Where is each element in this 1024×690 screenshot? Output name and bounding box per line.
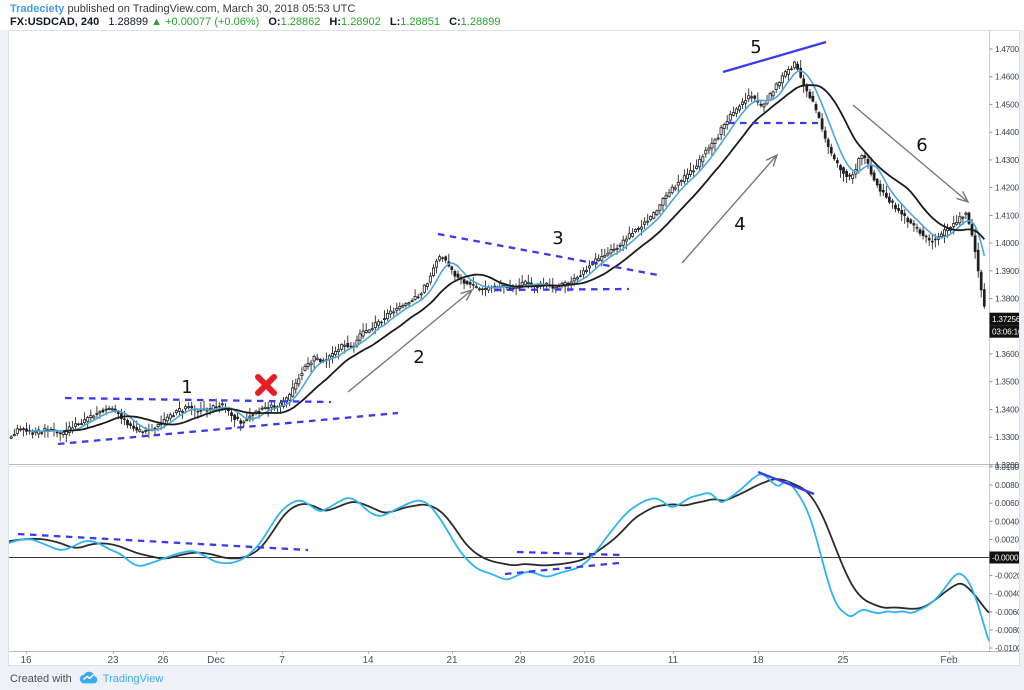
svg-text:1.43000: 1.43000 [995, 156, 1019, 165]
svg-text:11: 11 [668, 655, 679, 665]
svg-text:1.36000: 1.36000 [995, 350, 1019, 359]
svg-text:0.0020: 0.0020 [995, 535, 1019, 544]
panel-frame [9, 31, 1019, 652]
svg-text:16: 16 [20, 655, 32, 665]
svg-text:1.46000: 1.46000 [995, 73, 1019, 82]
svg-text:0.0080: 0.0080 [995, 481, 1019, 490]
svg-text:1.35000: 1.35000 [995, 378, 1019, 387]
price-change: +0.00077 (+0.06%) [165, 16, 260, 28]
svg-text:4: 4 [734, 214, 745, 235]
svg-text:1.37256: 1.37256 [992, 315, 1019, 324]
tradingview-link[interactable]: TradingView [102, 673, 164, 685]
last-price: 1.28899 [108, 16, 149, 28]
wave-number-labels: 1 2 3 4 5 6 [181, 37, 927, 398]
svg-text:-0.0080: -0.0080 [995, 626, 1019, 635]
open-value: 1.28862 [280, 16, 321, 28]
low-value: 1.28851 [400, 16, 440, 28]
byline: Tradeciety published on TradingView.com,… [10, 3, 355, 15]
ma-slow-line [63, 84, 985, 433]
svg-text:25: 25 [837, 655, 849, 665]
oscillator-slow-line [9, 478, 990, 614]
svg-text:23: 23 [107, 655, 119, 665]
svg-text:1.47000: 1.47000 [995, 45, 1019, 54]
last-price-badge: 1.37256 03:06:16 [989, 312, 1019, 338]
svg-text:1.44000: 1.44000 [995, 128, 1019, 137]
svg-text:1.41000: 1.41000 [995, 211, 1019, 220]
footer: Created with TradingView [10, 670, 163, 688]
solid-trendlines[interactable] [722, 40, 827, 496]
high-value: 1.28902 [341, 16, 381, 28]
svg-text:5: 5 [750, 37, 761, 58]
svg-text:1.38000: 1.38000 [995, 295, 1019, 304]
chart-card: 1.47000 1.46000 1.45000 1.44000 1.43000 1.420… [8, 30, 1020, 666]
price-axis[interactable]: 1.47000 1.46000 1.45000 1.44000 1.43000 1.420… [989, 45, 1020, 653]
svg-text:28: 28 [514, 655, 526, 665]
low-label: L: [389, 16, 401, 28]
price-chart-canvas[interactable]: 1.47000 1.46000 1.45000 1.44000 1.43000 1.420… [9, 31, 1019, 665]
close-value: 1.28899 [460, 16, 501, 28]
close-label: C: [449, 16, 461, 28]
svg-text:-0.0060: -0.0060 [995, 608, 1019, 617]
svg-text:0.0060: 0.0060 [995, 499, 1019, 508]
trend-arrows[interactable] [347, 104, 970, 393]
svg-text:14: 14 [362, 655, 374, 665]
svg-text:2016: 2016 [573, 655, 596, 665]
svg-text:1.45000: 1.45000 [995, 100, 1019, 109]
svg-text:6: 6 [916, 135, 927, 156]
svg-text:3: 3 [552, 228, 563, 249]
svg-text:-0.0000: -0.0000 [992, 554, 1019, 563]
svg-text:-0.0040: -0.0040 [995, 590, 1019, 599]
red-x-marker[interactable] [255, 374, 277, 396]
svg-text:-0.0020: -0.0020 [995, 572, 1019, 581]
svg-text:1.33000: 1.33000 [995, 433, 1019, 442]
svg-text:0.0100: 0.0100 [995, 463, 1019, 472]
time-axis[interactable]: 16 23 26 Dec 7 14 21 28 2016 11 18 25 Feb [20, 651, 958, 665]
svg-text:26: 26 [157, 655, 169, 665]
candles-layer [9, 60, 986, 443]
svg-text:1.34000: 1.34000 [995, 406, 1019, 415]
oscillator-zero-badge: -0.0000 [989, 551, 1019, 564]
svg-text:18: 18 [752, 655, 764, 665]
symbol-line: FX:USDCAD, 240 1.28899 ▲ +0.00077 (+0.06… [10, 16, 500, 28]
svg-text:7: 7 [279, 655, 285, 665]
author-link[interactable]: Tradeciety [10, 3, 65, 15]
svg-text:03:06:16: 03:06:16 [992, 328, 1019, 337]
svg-text:1.40000: 1.40000 [995, 239, 1019, 248]
svg-text:1: 1 [181, 377, 192, 398]
svg-text:Dec: Dec [207, 655, 225, 665]
byline-text: published on TradingView.com, March 30, … [64, 3, 356, 15]
svg-text:Feb: Feb [940, 655, 958, 665]
ma-fast-line [29, 70, 986, 433]
tradingview-logo-icon [79, 671, 99, 687]
open-label: O: [268, 16, 281, 28]
svg-text:1.39000: 1.39000 [995, 267, 1019, 276]
header-band [0, 0, 1024, 30]
svg-text:0.0040: 0.0040 [995, 517, 1019, 526]
svg-text:-0.0100: -0.0100 [995, 644, 1019, 653]
symbol-label: FX:USDCAD, 240 [10, 16, 100, 28]
high-label: H: [329, 16, 342, 28]
up-arrow-icon: ▲ [151, 16, 163, 28]
svg-text:2: 2 [413, 347, 424, 368]
svg-text:21: 21 [446, 655, 458, 665]
oscillator-fast-line [9, 473, 990, 642]
created-with-label: Created with [10, 673, 72, 685]
svg-text:1.42000: 1.42000 [995, 184, 1019, 193]
dashed-trendlines[interactable] [17, 121, 818, 576]
